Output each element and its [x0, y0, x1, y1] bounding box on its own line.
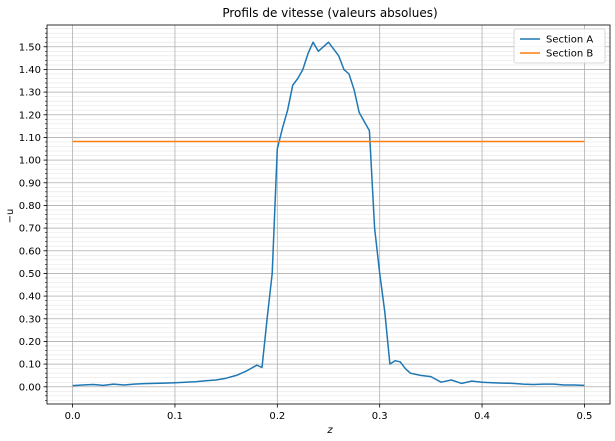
y-tick-label: 0.30	[19, 314, 41, 325]
y-tick-label: 0.20	[19, 337, 41, 348]
y-tick-label: 0.90	[19, 178, 41, 189]
series-layer	[72, 41, 585, 387]
legend-box	[513, 28, 606, 64]
y-tick-label: 1.30	[19, 88, 41, 99]
x-tick-label: 0.1	[167, 411, 183, 422]
x-tick-label: 0.5	[576, 411, 592, 422]
y-tick-label: 0.50	[19, 269, 41, 280]
y-axis-label: −u	[5, 209, 16, 224]
legend-label-section-a: Section A	[546, 35, 593, 46]
y-tick-label: 0.70	[19, 224, 41, 235]
y-tick-label: 0.80	[19, 201, 41, 212]
y-tick-label: 0.00	[19, 382, 41, 393]
y-tick-label: 1.10	[19, 133, 41, 144]
y-tick-label: 1.50	[19, 42, 41, 53]
major-grid	[47, 25, 610, 404]
y-tick-label: 1.00	[19, 156, 41, 167]
x-axis: 0.0 0.1 0.2 0.3 0.4 0.5	[65, 404, 592, 422]
y-tick-label: 1.20	[19, 110, 41, 121]
y-tick-label: 0.60	[19, 246, 41, 257]
chart-title: Profils de vitesse (valeurs absolues)	[222, 6, 437, 20]
x-tick-label: 0.4	[474, 411, 490, 422]
y-axis: 0.00 0.10 0.20 0.30 0.40 0.50 0.60 0.70 0.80 0.90…	[19, 28, 47, 401]
y-tick-label: 0.40	[19, 292, 41, 303]
y-tick-label: 1.40	[19, 65, 41, 76]
legend-label-section-b: Section B	[546, 49, 593, 60]
series-line-section-a	[72, 41, 585, 387]
x-tick-label: 0.3	[372, 411, 388, 422]
legend: Section A Section B	[513, 28, 606, 64]
x-axis-label: z	[326, 425, 333, 436]
x-tick-label: 0.0	[65, 411, 81, 422]
x-tick-label: 0.2	[269, 411, 285, 422]
y-tick-label: 0.10	[19, 360, 41, 371]
